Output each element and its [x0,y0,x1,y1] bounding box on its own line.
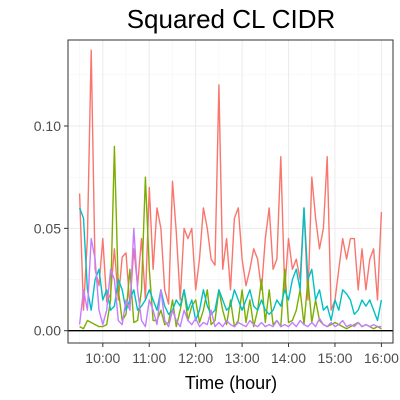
y-tick-label: 0.10 [34,118,61,134]
x-tick-label: 13:00 [225,350,260,366]
x-tick-label: 12:00 [178,350,213,366]
y-tick-label: 0.00 [34,323,61,339]
x-tick-label: 15:00 [317,350,352,366]
axis-ticks: 10:00 11:00 12:00 13:00 14:00 15:00 16:00 0.00 0… [34,118,399,366]
x-tick-label: 10:00 [85,350,120,366]
series-line-4 [78,227,382,328]
series-line-1 [78,49,383,311]
x-tick-label: 16:00 [364,350,399,366]
plot-panel [67,39,394,344]
chart-title: Squared CL CIDR [127,4,336,34]
series-line-2 [79,145,382,330]
y-tick-label: 0.05 [34,220,61,236]
series-group [78,49,383,330]
x-tick-label: 14:00 [271,350,306,366]
x-tick-label: 11:00 [132,350,166,366]
x-axis-title: Time (hour) [185,373,277,393]
